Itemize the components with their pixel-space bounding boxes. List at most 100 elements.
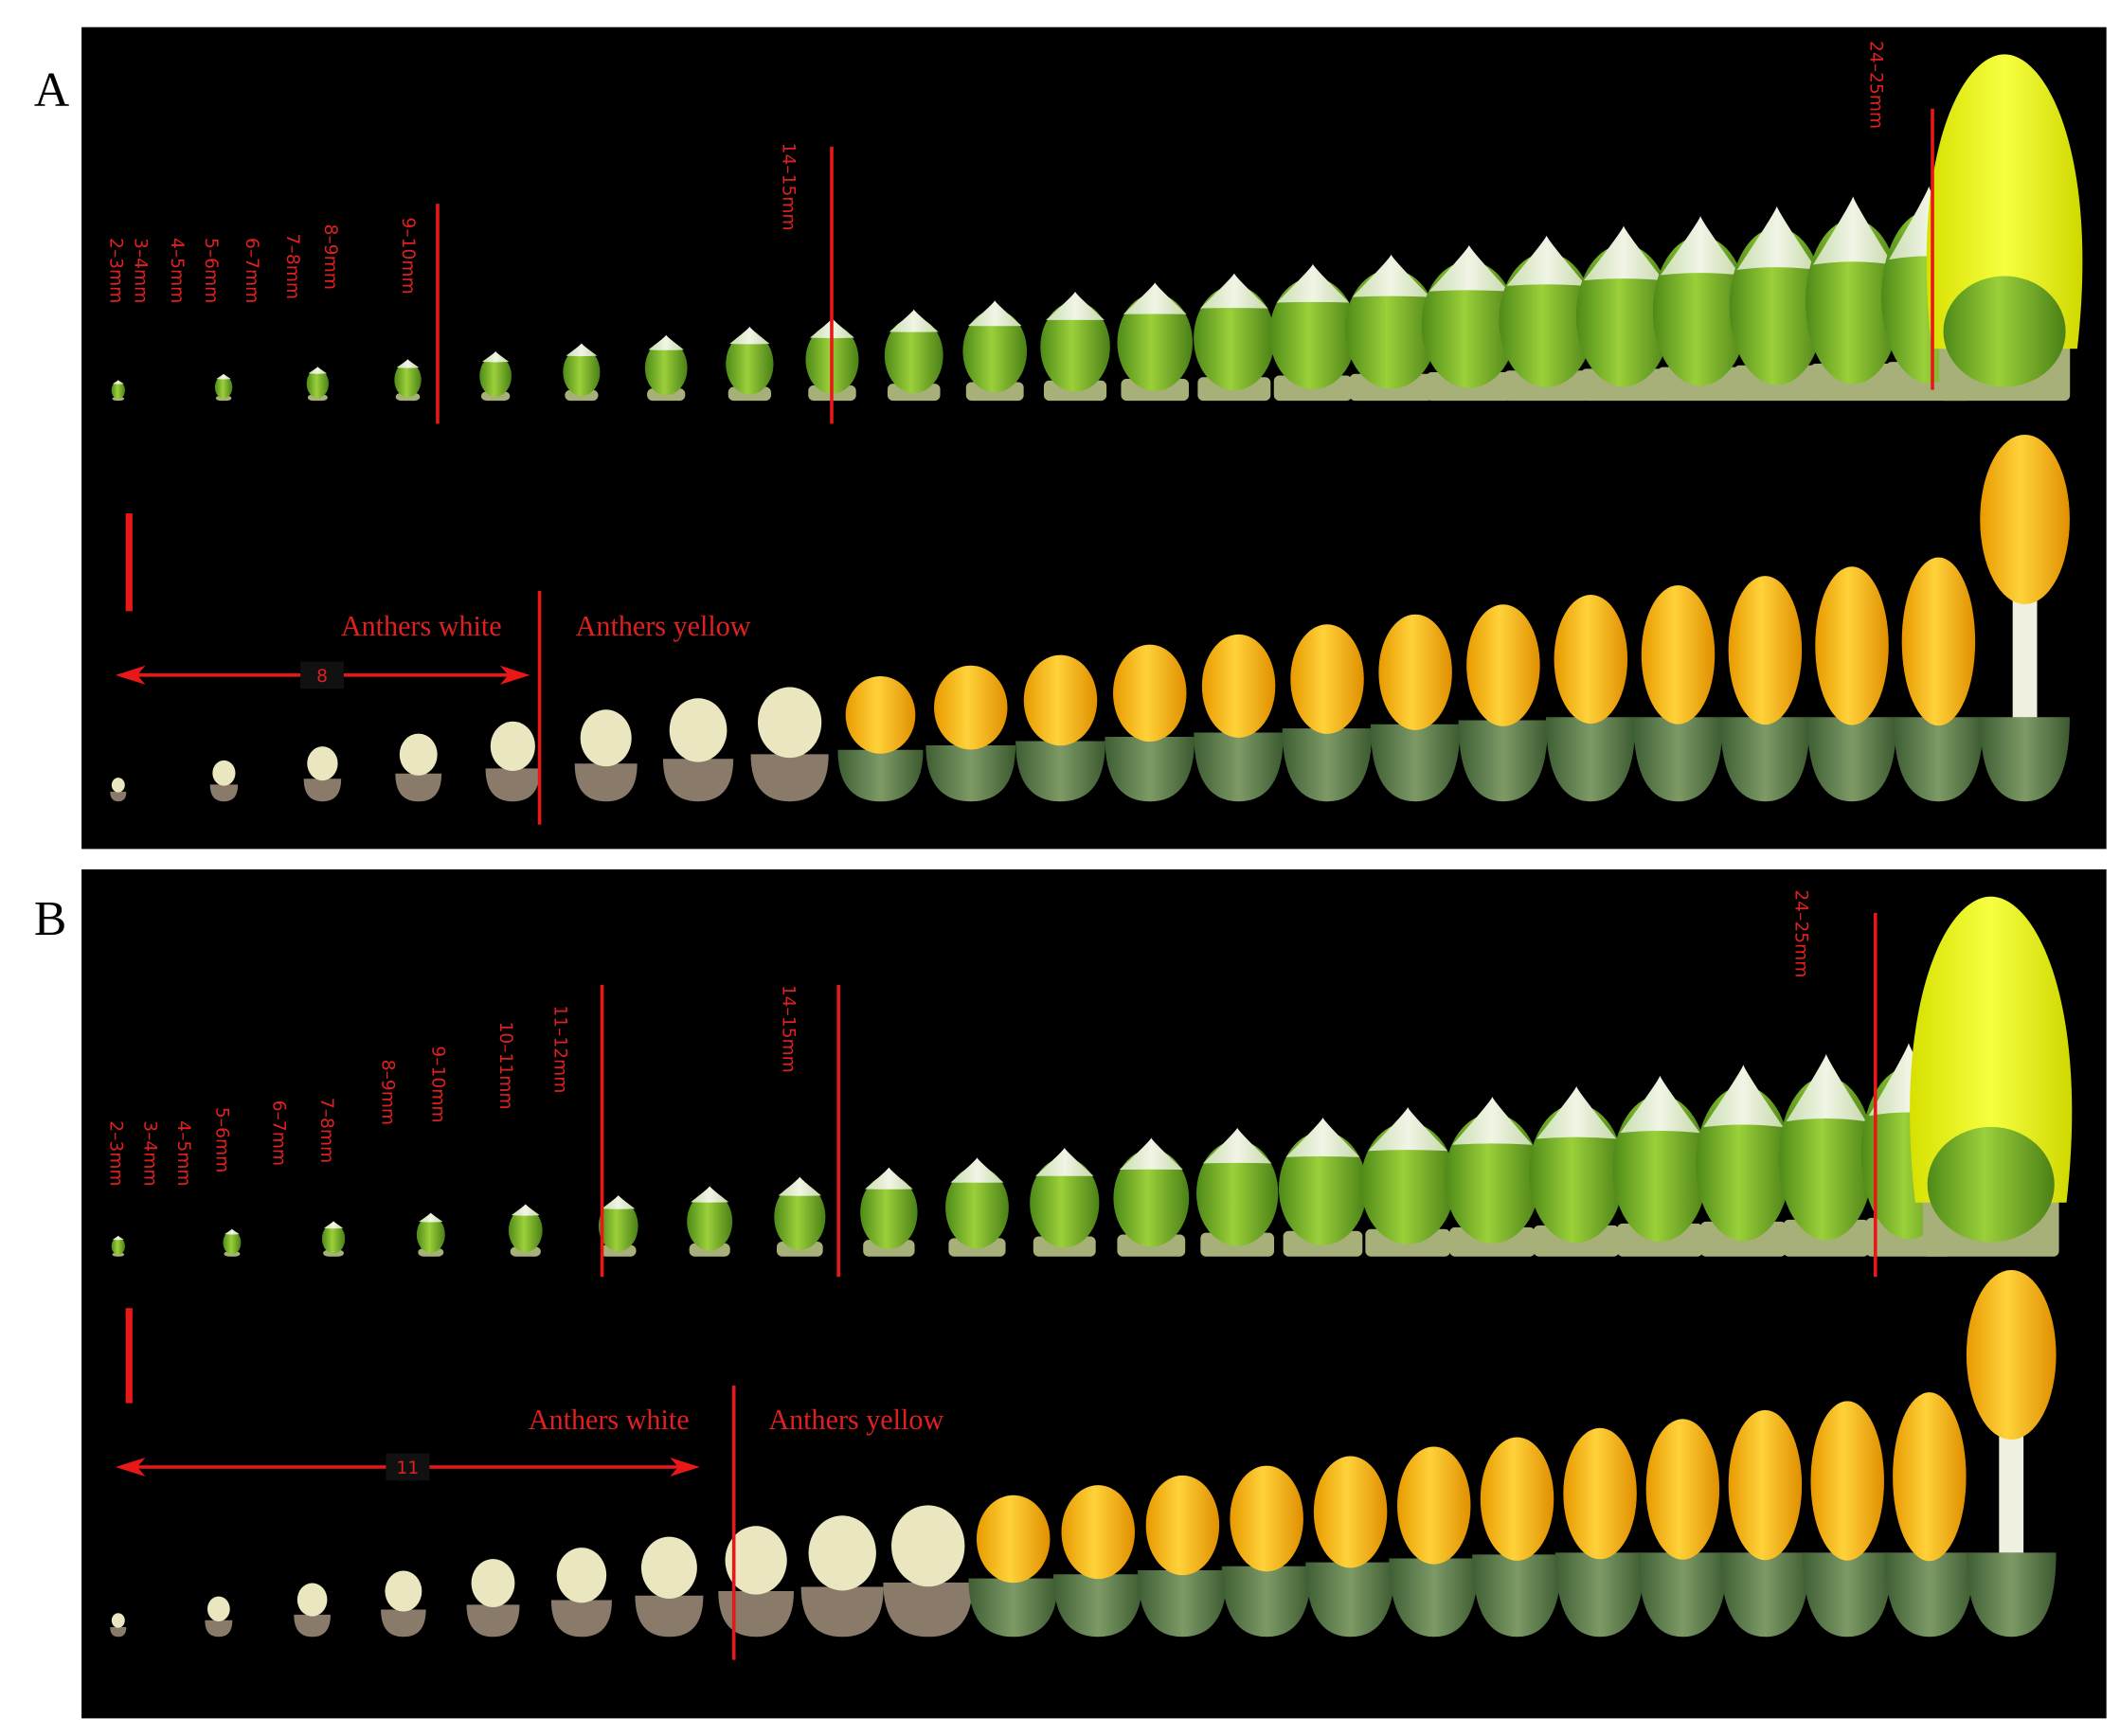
size-label: 10–11mm (495, 1022, 515, 1110)
anther-cluster (976, 1494, 1051, 1584)
anther-cluster (296, 1583, 328, 1617)
flower-bud (1729, 206, 1825, 402)
anther-cluster (1893, 1392, 1967, 1562)
stamen-bud (1894, 557, 1984, 802)
open-petals (1910, 896, 2073, 1203)
bud-cap (216, 373, 231, 380)
receptacle (1894, 717, 1984, 802)
bud-cap (112, 1235, 124, 1241)
stamen-bud (1884, 1392, 1975, 1638)
bud-body (1196, 1140, 1279, 1246)
anther-cluster (934, 665, 1008, 750)
bud-body (1278, 1131, 1367, 1245)
bud-cap (1202, 1127, 1272, 1164)
size-label: 5–6mm (211, 1107, 231, 1172)
stamen-bud (466, 1559, 520, 1638)
bud-cap (1428, 244, 1510, 292)
size-label: 3–4mm (139, 1120, 159, 1186)
count-box (300, 661, 344, 689)
anther-cluster (669, 698, 728, 762)
bud-cap (889, 309, 939, 332)
flower-bud (111, 380, 125, 402)
bud-body (945, 1166, 1009, 1249)
anther-cluster (1645, 1419, 1720, 1560)
bud-body (1117, 294, 1193, 391)
flower-bud (945, 1157, 1009, 1257)
stalk (1999, 1425, 2024, 1553)
flower-bud (1575, 225, 1672, 402)
flower-bud (1113, 1137, 1190, 1257)
stamen-bud (110, 778, 127, 802)
anther-cluster (640, 1536, 697, 1599)
stamen-bud (1806, 566, 1897, 802)
receptacle (1633, 717, 1723, 802)
bud-cap (602, 1194, 636, 1209)
bud-body (774, 1183, 826, 1250)
bud-cap (419, 1212, 443, 1223)
bud-cap (396, 359, 420, 368)
bud-body (1575, 244, 1672, 387)
anther-cluster (1554, 595, 1628, 725)
flower-bud (1528, 1085, 1625, 1257)
size-label: 7–8mm (282, 234, 302, 299)
anther-cluster (307, 746, 338, 781)
size-label: 9–10mm (427, 1046, 447, 1122)
bud-body (306, 369, 329, 399)
bud-body (1360, 1122, 1456, 1244)
stamen-bud (1105, 644, 1195, 802)
receptacle (1389, 1558, 1480, 1638)
flower-bud (1117, 282, 1193, 402)
size-label: 2–3mm (105, 1120, 125, 1186)
stamen-bud (209, 760, 239, 802)
bud-body (687, 1191, 733, 1251)
anther-cluster (1563, 1427, 1637, 1560)
anther-cluster (1230, 1465, 1303, 1572)
bud-cap (1583, 225, 1664, 281)
stamen-bud (205, 1596, 233, 1638)
bud-body (860, 1175, 918, 1249)
anther-cluster (212, 760, 236, 786)
panel-letter: A (34, 63, 69, 117)
bud-body (1194, 285, 1275, 391)
flower-bud (1778, 1053, 1875, 1257)
bud-body (1113, 1149, 1190, 1247)
stalk (2012, 590, 2038, 718)
receptacle (1282, 728, 1373, 802)
receptacle (381, 1609, 426, 1638)
receptacle (294, 1614, 331, 1638)
stamen-bud (1720, 576, 1810, 802)
stamen-bud (1720, 1409, 1810, 1638)
anther-cluster (1378, 614, 1452, 730)
stamen-bud (1389, 1446, 1480, 1638)
stamen-bud (662, 698, 734, 802)
stamen-bud (303, 746, 342, 802)
anther-cluster (758, 687, 822, 759)
receptacle (1638, 1552, 1728, 1638)
anther-cluster (725, 1526, 787, 1595)
receptacle (110, 791, 127, 802)
size-label: 14–15mm (779, 985, 799, 1073)
bud-body (726, 332, 774, 395)
anthers-yellow-label: Anthers yellow (768, 1404, 943, 1436)
bud-body (563, 348, 601, 397)
flower-bud (1612, 1075, 1708, 1257)
bud-body (321, 1224, 346, 1254)
receptacle (1370, 724, 1461, 802)
size-label: 2–3mm (105, 238, 125, 303)
anther-cluster (808, 1515, 876, 1591)
stamen-bud (837, 675, 924, 802)
anthers-white-label: Anthers white (529, 1404, 690, 1436)
flower-bud (479, 350, 512, 402)
flower-bud (1360, 1106, 1456, 1257)
receptacle (800, 1586, 884, 1638)
bud-body (1612, 1095, 1708, 1243)
anther-cluster (207, 1596, 230, 1622)
receptacle (110, 1626, 127, 1638)
stamen-bud (883, 1505, 973, 1638)
anther-cluster (385, 1570, 422, 1612)
size-label: 8–9mm (377, 1060, 397, 1125)
size-label: 11–12mm (550, 1005, 570, 1093)
stamen-bud (750, 687, 829, 802)
bud-body (1269, 277, 1356, 390)
flower-bud (1499, 235, 1594, 402)
